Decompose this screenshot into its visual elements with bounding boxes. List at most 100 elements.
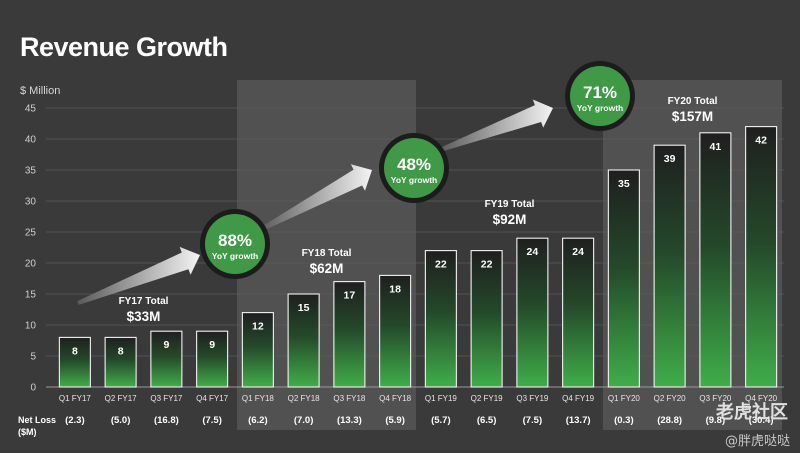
revenue-bar bbox=[150, 330, 183, 388]
bar-value-label: 18 bbox=[389, 283, 401, 295]
revenue-bar bbox=[287, 293, 320, 388]
revenue-bar bbox=[562, 237, 595, 388]
growth-bubble-label: YoY growth bbox=[212, 251, 258, 261]
net-loss-value: (7.5) bbox=[202, 415, 222, 426]
year-total-value: $92M bbox=[493, 212, 527, 227]
y-tick-label: 35 bbox=[25, 166, 37, 177]
net-loss-value: (5.9) bbox=[385, 415, 405, 426]
net-loss-value: (7.5) bbox=[523, 415, 543, 426]
growth-arrow bbox=[439, 99, 553, 152]
growth-bubble bbox=[384, 138, 444, 198]
x-tick-label: Q1 FY18 bbox=[242, 394, 275, 403]
revenue-bar bbox=[196, 330, 229, 388]
x-tick-label: Q1 FY17 bbox=[59, 394, 92, 403]
y-tick-label: 25 bbox=[25, 228, 37, 239]
net-loss-value: (16.8) bbox=[154, 415, 179, 426]
revenue-bar bbox=[516, 237, 549, 388]
x-tick-label: Q4 FY18 bbox=[379, 394, 412, 403]
x-tick-label: Q2 FY17 bbox=[105, 394, 138, 403]
growth-bubble-label: YoY growth bbox=[391, 175, 437, 185]
revenue-bar bbox=[333, 281, 366, 388]
y-tick-label: 40 bbox=[25, 135, 37, 146]
y-axis-unit-label: $ Million bbox=[20, 85, 61, 97]
net-loss-value: (5.7) bbox=[431, 415, 451, 426]
year-total-label: FY20 Total bbox=[668, 96, 718, 107]
y-tick-label: 20 bbox=[25, 259, 37, 270]
bar-value-label: 41 bbox=[710, 141, 722, 153]
bar-value-label: 24 bbox=[572, 246, 584, 258]
year-total-value: $157M bbox=[672, 109, 713, 124]
x-tick-label: Q2 FY19 bbox=[471, 394, 504, 403]
net-loss-value: (13.7) bbox=[566, 415, 591, 426]
bar-value-label: 42 bbox=[755, 135, 767, 147]
bar-value-label: 9 bbox=[163, 339, 169, 351]
revenue-bar bbox=[104, 336, 137, 388]
x-tick-label: Q1 FY20 bbox=[608, 394, 641, 403]
year-total-label: FY19 Total bbox=[485, 199, 535, 210]
watermark-site: 老虎社区 bbox=[716, 402, 788, 423]
revenue-bar bbox=[699, 132, 732, 388]
x-tick-label: Q1 FY19 bbox=[425, 394, 458, 403]
net-loss-value: (6.5) bbox=[477, 415, 497, 426]
year-total-value: $62M bbox=[310, 261, 344, 276]
bar-value-label: 15 bbox=[298, 302, 310, 314]
revenue-bar bbox=[745, 126, 778, 388]
bar-value-label: 8 bbox=[72, 345, 78, 357]
net-loss-value: (6.2) bbox=[248, 415, 268, 426]
net-loss-value: (9.8) bbox=[706, 415, 726, 426]
y-tick-label: 45 bbox=[25, 104, 37, 115]
net-loss-label: Net Loss ($M) bbox=[18, 415, 57, 437]
x-tick-label: Q3 FY19 bbox=[516, 394, 549, 403]
bar-value-label: 24 bbox=[527, 246, 539, 258]
revenue-bar bbox=[379, 274, 412, 388]
revenue-bar bbox=[241, 312, 274, 388]
bar-value-label: 9 bbox=[209, 339, 215, 351]
bar-value-label: 35 bbox=[618, 178, 630, 190]
growth-arrow bbox=[259, 164, 372, 232]
net-loss-value: (30.4) bbox=[749, 415, 774, 426]
year-total-value: $33M bbox=[127, 309, 161, 324]
growth-bubble-pct: 88% bbox=[218, 231, 252, 250]
x-tick-label: Q4 FY20 bbox=[745, 394, 778, 403]
growth-bubble bbox=[205, 214, 265, 274]
growth-bubble bbox=[570, 66, 630, 126]
y-tick-label: 5 bbox=[30, 352, 36, 363]
revenue-bar bbox=[58, 336, 91, 388]
revenue-bar bbox=[653, 144, 686, 388]
y-tick-label: 30 bbox=[25, 197, 37, 208]
page-title: Revenue Growth bbox=[20, 32, 228, 62]
net-loss-value: (5.0) bbox=[111, 415, 131, 426]
revenue-bar bbox=[607, 169, 640, 388]
bar-value-label: 8 bbox=[118, 345, 124, 357]
y-tick-label: 0 bbox=[30, 383, 36, 394]
bar-value-label: 22 bbox=[481, 259, 493, 271]
y-tick-label: 10 bbox=[25, 321, 37, 332]
net-loss-value: (28.8) bbox=[657, 415, 682, 426]
net-loss-value: (2.3) bbox=[65, 415, 85, 426]
bar-value-label: 22 bbox=[435, 259, 447, 271]
x-tick-label: Q4 FY19 bbox=[562, 394, 595, 403]
revenue-bar bbox=[470, 250, 503, 388]
growth-bubble-pct: 48% bbox=[397, 155, 431, 174]
revenue-bar bbox=[424, 250, 457, 388]
year-total-label: FY17 Total bbox=[119, 296, 169, 307]
net-loss-value: (13.3) bbox=[337, 415, 362, 426]
x-tick-label: Q3 FY18 bbox=[333, 394, 366, 403]
net-loss-value: (7.0) bbox=[294, 415, 314, 426]
bar-value-label: 17 bbox=[344, 290, 356, 302]
growth-arrow bbox=[77, 246, 200, 305]
bar-value-label: 12 bbox=[252, 321, 264, 333]
bar-value-label: 39 bbox=[664, 153, 676, 165]
watermark-author: @胖虎哒哒 bbox=[724, 434, 790, 449]
y-tick-label: 15 bbox=[25, 290, 37, 301]
x-tick-label: Q3 FY20 bbox=[699, 394, 732, 403]
x-tick-label: Q4 FY17 bbox=[196, 394, 229, 403]
year-total-label: FY18 Total bbox=[302, 248, 352, 259]
growth-bubble-label: YoY growth bbox=[577, 103, 623, 113]
x-tick-label: Q2 FY20 bbox=[654, 394, 687, 403]
x-tick-label: Q3 FY17 bbox=[150, 394, 183, 403]
net-loss-value: (0.3) bbox=[614, 415, 634, 426]
growth-bubble-pct: 71% bbox=[583, 83, 617, 102]
x-tick-label: Q2 FY18 bbox=[288, 394, 321, 403]
